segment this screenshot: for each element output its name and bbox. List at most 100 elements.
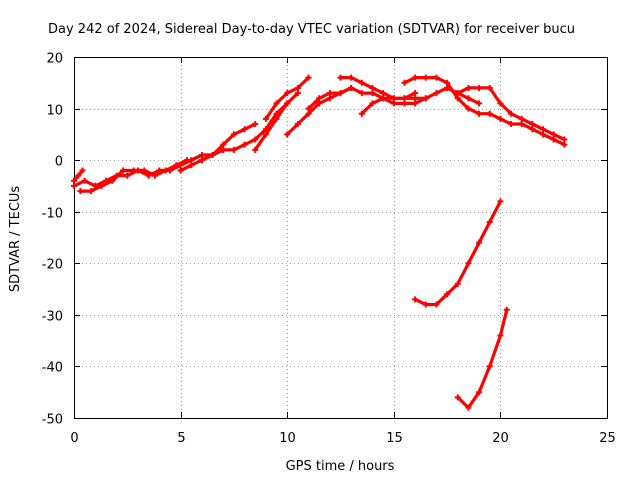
data-point	[230, 131, 237, 138]
data-point	[454, 95, 461, 102]
data-point	[503, 306, 510, 313]
data-point	[252, 121, 259, 128]
data-point	[326, 90, 333, 97]
data-point	[284, 100, 291, 107]
data-point	[390, 95, 397, 102]
data-point	[209, 151, 216, 158]
data-point	[77, 188, 84, 195]
y-axis-label: SDTVAR / TECUs	[8, 186, 23, 293]
series-arc-12	[401, 74, 568, 148]
data-point	[220, 141, 227, 148]
data-point	[444, 84, 451, 91]
data-point	[305, 74, 312, 81]
plot-series	[71, 74, 568, 411]
data-point	[337, 90, 344, 97]
series-arc-13	[444, 84, 568, 143]
data-point	[369, 90, 376, 97]
data-point	[433, 74, 440, 81]
data-point	[294, 84, 301, 91]
data-point	[401, 79, 408, 86]
data-point	[476, 100, 483, 107]
data-point	[497, 332, 504, 339]
data-point	[508, 121, 515, 128]
data-point	[71, 177, 77, 184]
data-point	[369, 100, 376, 107]
data-point	[230, 146, 237, 153]
data-point	[476, 239, 483, 246]
data-point	[518, 121, 525, 128]
data-point	[380, 95, 387, 102]
data-point	[454, 280, 461, 287]
data-point	[241, 141, 248, 148]
data-point	[497, 100, 504, 107]
series-arc-10	[337, 74, 429, 102]
data-point	[401, 100, 408, 107]
data-point	[284, 90, 291, 97]
data-point	[465, 404, 472, 411]
data-point	[390, 100, 397, 107]
series-line	[264, 75, 311, 121]
data-point	[273, 100, 280, 107]
data-point	[561, 136, 568, 143]
y-tick-label: -40	[42, 361, 63, 376]
data-point	[305, 110, 312, 117]
data-point	[465, 105, 472, 112]
data-point	[316, 95, 323, 102]
series-arc-14	[412, 198, 504, 308]
data-point	[173, 162, 180, 169]
data-point	[284, 131, 291, 138]
data-point	[88, 188, 95, 195]
data-point	[130, 167, 137, 174]
data-point	[433, 301, 440, 308]
series-line	[456, 308, 509, 410]
data-point	[497, 198, 504, 205]
data-point	[412, 90, 419, 97]
data-point	[220, 146, 227, 153]
data-point	[152, 172, 159, 179]
data-point	[486, 219, 493, 226]
data-point	[273, 115, 280, 122]
data-point	[508, 110, 515, 117]
x-tick-label: 20	[492, 431, 509, 446]
data-point	[252, 136, 259, 143]
data-point	[252, 146, 259, 153]
data-point	[294, 121, 301, 128]
data-point	[369, 84, 376, 91]
data-point	[422, 301, 429, 308]
data-point	[454, 394, 461, 401]
data-point	[198, 157, 205, 164]
data-point	[518, 115, 525, 122]
data-point	[529, 126, 536, 133]
data-point	[412, 296, 419, 303]
x-tick-label: 15	[386, 431, 403, 446]
data-point	[412, 95, 419, 102]
data-point	[465, 84, 472, 91]
y-tick-label: -10	[42, 207, 63, 222]
data-point	[183, 157, 190, 164]
y-tick-label: -50	[42, 413, 63, 428]
x-axis-label: GPS time / hours	[286, 459, 395, 474]
y-tick-label: 10	[46, 104, 63, 119]
data-point	[124, 172, 131, 179]
series-arc-1	[71, 146, 227, 189]
data-point	[497, 115, 504, 122]
data-point	[337, 74, 344, 81]
data-point	[109, 177, 116, 184]
y-tick-label: 20	[46, 52, 63, 67]
data-point	[71, 182, 77, 189]
data-point	[486, 110, 493, 117]
data-point	[444, 291, 451, 298]
data-point	[422, 95, 429, 102]
data-point	[550, 136, 557, 143]
x-tick-label: 10	[279, 431, 296, 446]
grid	[74, 57, 607, 418]
x-tick-label: 5	[177, 431, 185, 446]
series-arc-7	[262, 74, 312, 122]
data-point	[262, 115, 269, 122]
data-point	[422, 74, 429, 81]
data-point	[81, 177, 88, 184]
series-arc-5	[198, 121, 259, 164]
series-arc-6	[252, 100, 291, 153]
data-point	[380, 90, 387, 97]
